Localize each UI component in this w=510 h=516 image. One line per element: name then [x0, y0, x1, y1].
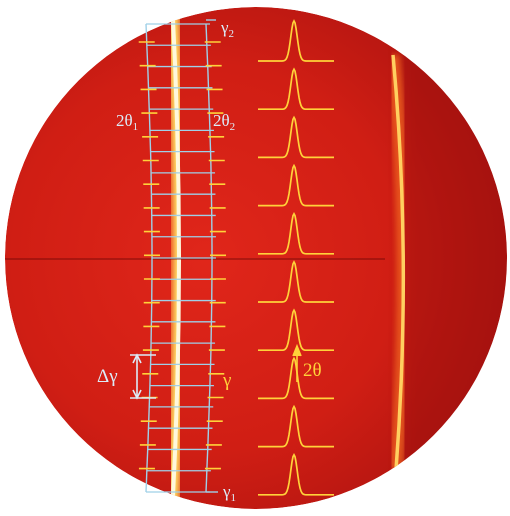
intensity-profile: [258, 211, 334, 255]
label-two-theta1: 2θ1: [116, 111, 138, 133]
label-gamma1: γ1: [222, 482, 236, 504]
intensity-profile: [258, 67, 334, 111]
intensity-profiles: [258, 19, 334, 496]
diffraction-ring-secondary: [391, 54, 406, 471]
label-gamma: γ: [222, 370, 231, 391]
intensity-profile: [258, 19, 334, 62]
label-delta-gamma: Δγ: [97, 366, 118, 387]
detector-background: [5, 7, 507, 509]
label-gamma2: γ2: [220, 18, 234, 40]
two-theta-arrow: [292, 343, 302, 382]
intensity-profile: [258, 115, 334, 159]
label-two-theta: 2θ: [303, 360, 322, 381]
intensity-profile: [258, 260, 334, 303]
peak-position-ticks: [138, 41, 226, 470]
delta-gamma-marker: [130, 353, 156, 400]
intensity-profile: [258, 163, 334, 207]
label-two-theta2: 2θ2: [213, 111, 235, 133]
integration-grid: [145, 19, 218, 493]
detector-shadow: [400, 7, 507, 509]
intensity-profile: [258, 308, 334, 352]
intensity-profile: [258, 452, 334, 496]
intensity-profile: [258, 356, 334, 400]
intensity-profile: [258, 404, 334, 448]
